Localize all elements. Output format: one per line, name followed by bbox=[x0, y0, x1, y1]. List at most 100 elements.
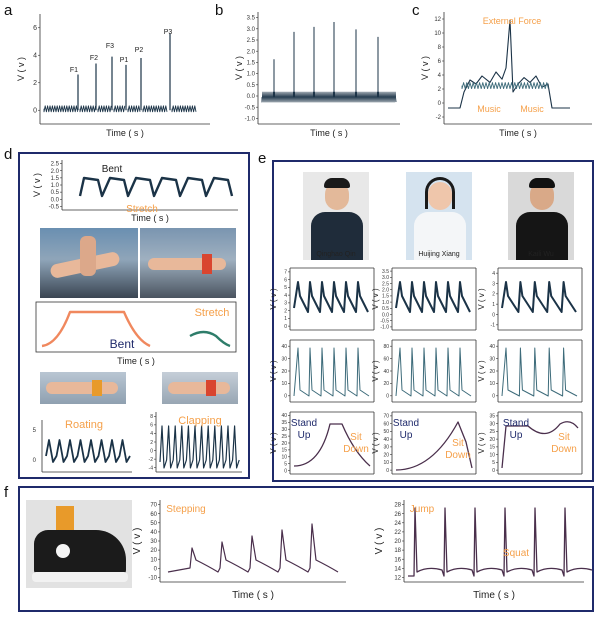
f2-ytick-label: 28 bbox=[394, 503, 401, 509]
portrait-3 bbox=[508, 172, 574, 260]
e8-ytick-label: 60 bbox=[383, 421, 389, 427]
f1-ytick-label: 60 bbox=[150, 512, 157, 518]
e8-annotation-down: Down bbox=[445, 450, 471, 461]
e8-annotation-up: Up bbox=[400, 430, 413, 441]
f2-ylabel: V ( v ) bbox=[374, 528, 385, 555]
e7-ytick-label: 20 bbox=[281, 441, 287, 447]
d1-annotation-bent: Bent bbox=[102, 164, 123, 175]
b-ytick-label: 3.5 bbox=[247, 16, 256, 22]
portrait-3-name: Kaili Wu bbox=[528, 251, 554, 258]
c-annotation-music: Music bbox=[477, 104, 501, 114]
d3-ytick-label: 0 bbox=[33, 458, 37, 464]
e8-ytick-label: 70 bbox=[383, 414, 389, 420]
d2-frame bbox=[35, 301, 237, 353]
e8-ytick-label: 0 bbox=[386, 468, 389, 474]
e1-ytick-label: 3 bbox=[284, 301, 287, 307]
d1-ytick-label: 0.5 bbox=[51, 190, 60, 196]
b-ytick-label: -0.5 bbox=[245, 105, 256, 111]
e7-ytick-label: 5 bbox=[284, 461, 287, 467]
e9-ytick-label: 30 bbox=[489, 421, 495, 427]
d2-annotation-stretch: Stretch bbox=[195, 307, 230, 319]
f1-ytick-label: 70 bbox=[150, 503, 157, 509]
f1-signal-line bbox=[167, 523, 339, 573]
d3-annotation-roating: Roating bbox=[65, 419, 103, 431]
e7-ytick-label: 35 bbox=[281, 420, 287, 426]
e2-ytick-label: 3.5 bbox=[382, 269, 389, 275]
e4-ytick-label: 0 bbox=[284, 394, 287, 400]
e3-ytick-label: 2 bbox=[492, 292, 495, 298]
e8-ytick-label: 40 bbox=[383, 437, 389, 443]
e4-ylabel: V ( v ) bbox=[269, 360, 278, 382]
c-ytick-label: 8 bbox=[438, 45, 442, 51]
a-signal-band bbox=[113, 105, 126, 113]
photo-wrist-rotating bbox=[40, 372, 126, 404]
e9-annotation-down: Down bbox=[551, 444, 577, 455]
e5-signal-line bbox=[395, 347, 472, 397]
a-signal-band bbox=[142, 105, 168, 113]
e7-signal-line bbox=[293, 423, 371, 467]
c-ytick-label: 6 bbox=[438, 59, 442, 65]
e7-annotation-up: Up bbox=[298, 430, 311, 441]
c-xlabel: Time ( s ) bbox=[499, 128, 537, 138]
e2-ytick-label: 2.5 bbox=[382, 281, 389, 287]
d1-ytick-label: 1.5 bbox=[51, 176, 60, 182]
e5-ytick-label: 40 bbox=[383, 369, 389, 375]
e3-ytick-label: 3 bbox=[492, 281, 495, 287]
e8-ytick-label: 50 bbox=[383, 429, 389, 435]
c-annotation-external: External Force bbox=[483, 16, 542, 26]
e6-signal-line bbox=[501, 347, 578, 397]
e5-ytick-label: 80 bbox=[383, 344, 389, 350]
f2-ytick-label: 12 bbox=[394, 576, 401, 582]
b-ytick-label: 0.5 bbox=[247, 83, 256, 89]
c-annotation-music: Music bbox=[520, 104, 544, 114]
a-signal-band bbox=[43, 105, 79, 113]
e1-ytick-label: 1 bbox=[284, 316, 287, 322]
f2-ytick-label: 22 bbox=[394, 530, 401, 536]
portrait-2-name: Huijing Xiang bbox=[418, 251, 460, 258]
a-signal-band bbox=[79, 105, 97, 113]
a-annotation: F3 bbox=[106, 43, 114, 50]
e8-ytick-label: 10 bbox=[383, 460, 389, 466]
e9-ytick-label: 5 bbox=[492, 460, 495, 466]
panel-label-d: d bbox=[4, 146, 13, 163]
c-ytick-label: 10 bbox=[434, 31, 441, 37]
e2-ytick-label: 3.0 bbox=[382, 275, 389, 281]
c-ytick-label: 2 bbox=[438, 87, 442, 93]
c-ytick-label: -2 bbox=[436, 115, 442, 121]
a-xlabel: Time ( s ) bbox=[106, 128, 144, 138]
e2-ytick-label: 2.0 bbox=[382, 287, 389, 293]
c-ylabel: V ( v ) bbox=[420, 56, 430, 80]
d4-ytick-label: 6 bbox=[150, 423, 153, 429]
f2-ytick-label: 16 bbox=[394, 557, 401, 563]
e8-ytick-label: 30 bbox=[383, 445, 389, 451]
e7-ytick-label: 30 bbox=[281, 427, 287, 433]
e9-ytick-label: 35 bbox=[489, 414, 495, 420]
panel-label-c: c bbox=[412, 2, 420, 19]
d2-signal-line bbox=[41, 310, 151, 348]
c-music-band bbox=[461, 82, 549, 90]
d4-ytick-label: -4 bbox=[149, 465, 154, 471]
e4-ytick-label: 30 bbox=[281, 356, 287, 362]
a-ytick-label: 0 bbox=[33, 108, 37, 115]
e5-ylabel: V ( v ) bbox=[371, 360, 380, 382]
d3-signal-line bbox=[45, 439, 131, 463]
d2-teal-line bbox=[189, 330, 231, 348]
e9-ytick-label: 25 bbox=[489, 429, 495, 435]
c-ytick-label: 4 bbox=[438, 73, 442, 79]
b-ytick-label: 3.0 bbox=[247, 27, 256, 33]
f1-ytick-label: 50 bbox=[150, 521, 157, 527]
e1-ylabel: V ( v ) bbox=[269, 288, 278, 310]
f1-ytick-label: 20 bbox=[150, 548, 157, 554]
d4-ytick-label: 2 bbox=[150, 440, 153, 446]
f1-ytick-label: 0 bbox=[154, 566, 158, 572]
d4-annotation-clapping: Clapping bbox=[178, 415, 221, 427]
b-ytick-label: 0.0 bbox=[247, 94, 256, 100]
f1-ytick-label: 40 bbox=[150, 530, 157, 536]
photo-stretch-arm bbox=[140, 228, 236, 298]
a-annotation: P3 bbox=[164, 29, 173, 36]
a-annotation: P2 bbox=[135, 47, 144, 54]
e6-ytick-label: 20 bbox=[489, 369, 495, 375]
c-signal-line bbox=[448, 19, 570, 109]
e4-ytick-label: 40 bbox=[281, 344, 287, 350]
